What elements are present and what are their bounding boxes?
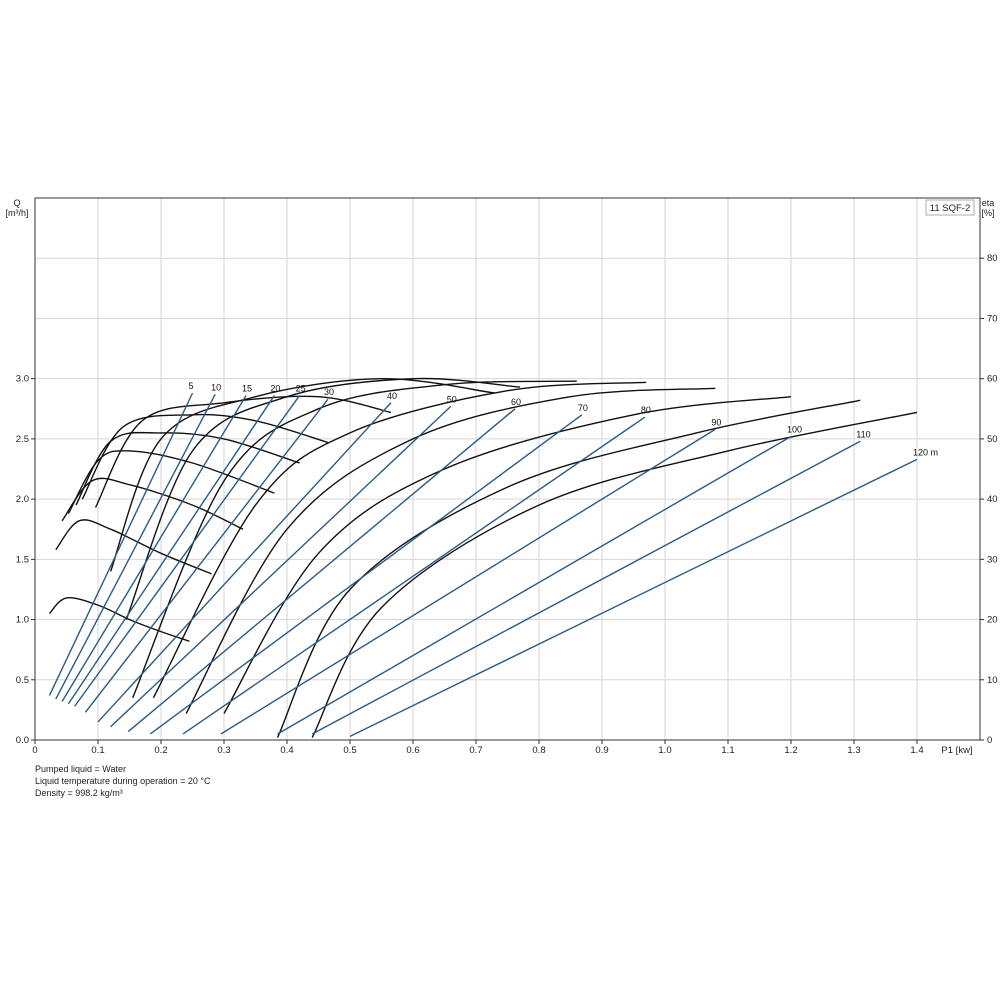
y-right-tick-label: 10 xyxy=(987,675,998,686)
series-label-5: 5 xyxy=(189,381,194,391)
y-right-axis-title: eta xyxy=(982,198,995,208)
y-left-tick-label: 2.0 xyxy=(16,494,29,505)
x-tick-label: 1.1 xyxy=(721,745,734,756)
efficiency-curve-110 xyxy=(276,399,861,738)
y-right-axis-title: [%] xyxy=(981,208,994,218)
y-left-axis-title: Q xyxy=(13,198,20,208)
efficiency-curve-60 xyxy=(125,377,521,620)
y-right-tick-label: 60 xyxy=(987,374,998,385)
series-label-80: 80 xyxy=(641,405,651,415)
power-line-5 xyxy=(48,392,194,696)
x-tick-label: 0.8 xyxy=(532,745,545,756)
model-label: 11 SQF-2 xyxy=(930,203,970,214)
series-label-40: 40 xyxy=(387,391,397,401)
axis-titles: Q[m³/h] eta[%] P1 [kw] 11 SQF-2 xyxy=(5,198,994,756)
note-density: Density = 998.2 kg/m³ xyxy=(35,788,123,798)
power-line-30 xyxy=(84,398,329,713)
efficiency-curve-30 xyxy=(81,413,329,500)
x-tick-label: 1.2 xyxy=(784,745,797,756)
series-label-60: 60 xyxy=(511,397,521,407)
y-left-tick-label: 0.0 xyxy=(16,735,29,746)
power-line-120-m xyxy=(349,458,918,738)
series-label-70: 70 xyxy=(578,403,588,413)
efficiency-curve-40 xyxy=(94,395,392,508)
model-box xyxy=(925,199,975,216)
series-label-90: 90 xyxy=(711,417,721,427)
x-tick-label: 1.0 xyxy=(658,745,671,756)
y-left-tick-label: 1.5 xyxy=(16,554,29,565)
series-label-110: 110 xyxy=(856,429,870,439)
power-line-15 xyxy=(61,395,247,702)
note-pumped-liquid: Pumped liquid = Water xyxy=(35,764,126,774)
y-right-tick-label: 50 xyxy=(987,434,998,445)
y-left-axis-title: [m³/h] xyxy=(5,208,28,218)
power-line-50 xyxy=(110,405,452,728)
y-right-tick-label: 0 xyxy=(987,735,992,746)
efficiency-curve-70 xyxy=(132,380,577,699)
efficiency-curve-50 xyxy=(109,377,495,572)
x-tick-label: 0.3 xyxy=(217,745,230,756)
x-tick-label: 0.2 xyxy=(154,745,167,756)
y-left-tick-label: 0.5 xyxy=(16,675,29,686)
efficiency-curve-100 xyxy=(223,396,792,714)
efficiency-curve-10 xyxy=(55,519,212,575)
power-line-25 xyxy=(74,395,301,707)
x-tick-label: 0 xyxy=(32,745,37,756)
x-axis-title: P1 [kw] xyxy=(941,745,972,756)
x-tick-label: 0.4 xyxy=(280,745,293,756)
series-label-50: 50 xyxy=(447,394,457,404)
power-line-90 xyxy=(220,428,716,735)
efficiency-curve-15 xyxy=(61,477,244,530)
x-tick-label: 0.9 xyxy=(595,745,608,756)
power-line-10 xyxy=(55,393,216,700)
series-label-20: 20 xyxy=(270,384,280,394)
y-left-tick-label: 2.5 xyxy=(16,434,29,445)
efficiency-curve-5 xyxy=(48,596,190,642)
y-right-tick-label: 30 xyxy=(987,554,998,565)
power-line-80 xyxy=(182,416,646,735)
series-label-120-m: 120 m xyxy=(913,447,938,457)
series-label-25: 25 xyxy=(296,384,306,394)
y-right-tick-label: 70 xyxy=(987,313,998,324)
series-labels: 5 10 15 20 25 30 40 50 60 70 80 90 100 110 120 m xyxy=(189,381,939,457)
series-label-100: 100 xyxy=(787,424,802,434)
power-line-70 xyxy=(149,414,583,735)
power-line-110 xyxy=(311,440,861,735)
x-tick-label: 0.7 xyxy=(469,745,482,756)
x-tick-label: 1.4 xyxy=(910,745,923,756)
efficiency-curve-80 xyxy=(152,381,647,699)
efficiency-curve-20 xyxy=(67,450,275,514)
x-tick-label: 0.6 xyxy=(406,745,419,756)
efficiency-curves xyxy=(48,377,918,738)
y-right-tick-label: 20 xyxy=(987,615,998,626)
y-left-tick-label: 3.0 xyxy=(16,374,29,385)
power-line-20 xyxy=(67,395,275,705)
x-tick-label: 0.1 xyxy=(91,745,104,756)
x-tick-label: 0.5 xyxy=(343,745,356,756)
series-label-15: 15 xyxy=(242,384,252,394)
series-label-10: 10 xyxy=(211,382,221,392)
y-right-tick-label: 40 xyxy=(987,494,998,505)
series-label-30: 30 xyxy=(324,387,334,397)
x-tick-label: 1.3 xyxy=(847,745,860,756)
chart-notes: Pumped liquid = Water Liquid temperature… xyxy=(35,763,210,799)
plot-frame xyxy=(34,197,981,741)
power-line-60 xyxy=(127,408,516,733)
tick-labels: 0 0.1 0.2 0.3 0.4 0.5 0.6 0.7 0.8 0.9 1.0 1.1 1.2 1.3… xyxy=(16,253,998,756)
efficiency-curve-90 xyxy=(185,387,716,714)
axes xyxy=(31,197,984,744)
power-line-40 xyxy=(97,402,392,723)
y-left-tick-label: 1.0 xyxy=(16,615,29,626)
y-right-tick-label: 80 xyxy=(987,253,998,264)
power-line-100 xyxy=(277,435,792,735)
power-lines xyxy=(48,392,918,738)
efficiency-curve-120-m xyxy=(311,411,918,738)
note-liquid-temperature: Liquid temperature during operation = 20… xyxy=(35,776,211,786)
